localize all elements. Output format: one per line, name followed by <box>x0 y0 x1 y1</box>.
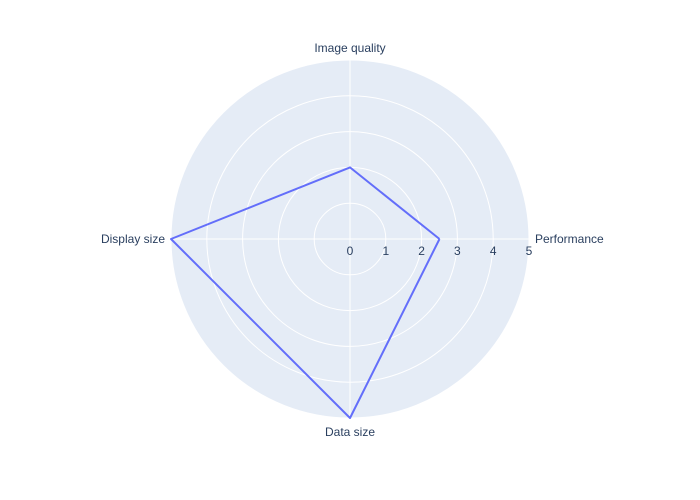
radial-tick-label: 2 <box>418 244 425 258</box>
radial-tick-label: 1 <box>382 244 389 258</box>
radial-tick-label: 5 <box>526 244 533 258</box>
category-label-image-quality: Image quality <box>314 41 385 55</box>
category-label-data-size: Data size <box>325 425 375 439</box>
radial-tick-label: 3 <box>454 244 461 258</box>
radial-tick-labels: 0 1 2 3 4 5 <box>347 244 533 258</box>
radial-tick-label: 0 <box>347 244 354 258</box>
angular-axis-labels: Performance Image quality Display size Data… <box>101 41 604 439</box>
series-layer <box>170 166 441 419</box>
category-label-performance: Performance <box>535 232 604 246</box>
radial-tick-label: 4 <box>490 244 497 258</box>
category-label-display-size: Display size <box>101 232 165 246</box>
